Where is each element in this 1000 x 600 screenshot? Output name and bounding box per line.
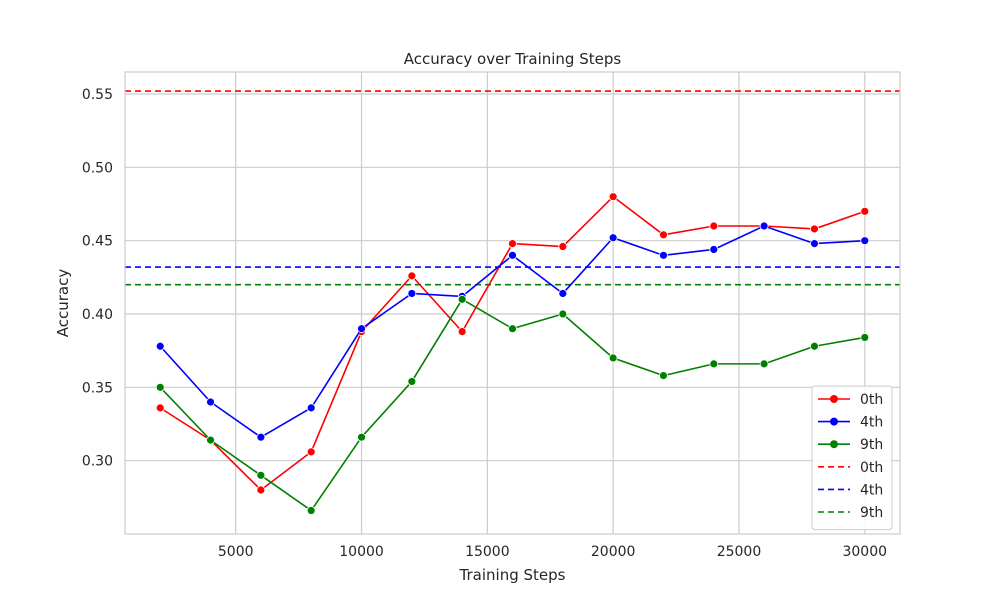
data-point-9th xyxy=(508,324,517,334)
data-point-4th xyxy=(256,432,266,442)
legend-marker-4th xyxy=(830,417,838,426)
data-point-0th xyxy=(256,485,266,495)
series-9th xyxy=(155,294,870,515)
reference-lines xyxy=(125,90,900,286)
data-point-4th xyxy=(860,236,870,246)
data-point-9th xyxy=(407,377,417,386)
data-point-9th xyxy=(155,382,165,392)
tick-labels: 5000 10000 15000 20000 25000 30000 0.30 0.35 0.4… xyxy=(82,87,887,560)
legend-label-9th: 9th xyxy=(860,505,883,521)
plot-frame xyxy=(124,71,901,535)
data-point-0th xyxy=(709,221,719,231)
data-point-4th xyxy=(558,289,568,298)
data-point-9th xyxy=(608,353,618,363)
legend-label-4th: 4th xyxy=(860,482,883,498)
y-tick-label: 0.40 xyxy=(82,307,113,323)
legend-label-0th: 0th xyxy=(860,460,883,476)
series-4th xyxy=(155,221,870,442)
y-tick-label: 0.45 xyxy=(82,234,113,250)
x-tick-label: 15000 xyxy=(465,544,510,560)
data-point-9th xyxy=(659,371,668,381)
x-tick-label: 20000 xyxy=(591,544,636,560)
x-tick-label: 30000 xyxy=(842,544,887,560)
data-point-0th xyxy=(860,206,870,216)
data-point-9th xyxy=(357,432,366,442)
data-point-4th xyxy=(306,403,316,413)
legend-marker-9th xyxy=(830,440,838,449)
y-tick-label: 0.35 xyxy=(82,380,113,396)
data-point-4th xyxy=(709,245,719,254)
y-tick-label: 0.55 xyxy=(82,87,113,103)
data-point-0th xyxy=(457,327,467,337)
data-point-9th xyxy=(457,294,467,304)
x-tick-label: 5000 xyxy=(218,544,254,560)
y-tick-label: 0.30 xyxy=(82,454,113,470)
data-point-9th xyxy=(759,359,769,369)
legend-label-0th: 0th xyxy=(860,392,883,408)
y-tick-label: 0.50 xyxy=(82,160,113,176)
data-point-4th xyxy=(155,341,165,351)
legend-label-9th: 9th xyxy=(860,437,883,453)
data-point-4th xyxy=(407,289,417,298)
data-point-0th xyxy=(608,192,618,202)
data-point-4th xyxy=(357,324,366,334)
x-axis-label: Training Steps xyxy=(459,566,566,584)
series-lines xyxy=(155,192,870,515)
data-point-0th xyxy=(155,403,165,413)
data-point-0th xyxy=(306,447,316,457)
y-axis-label: Accuracy xyxy=(54,269,72,338)
x-tick-label: 25000 xyxy=(717,544,762,560)
legend-marker-0th xyxy=(830,395,838,403)
data-point-9th xyxy=(256,470,266,480)
legend-label-4th: 4th xyxy=(860,415,883,431)
chart-title: Accuracy over Training Steps xyxy=(404,50,622,68)
data-point-0th xyxy=(558,242,568,251)
data-point-0th xyxy=(508,239,517,249)
x-tick-label: 10000 xyxy=(339,544,384,560)
data-point-0th xyxy=(810,224,819,234)
data-point-9th xyxy=(306,506,316,515)
data-point-4th xyxy=(508,250,517,260)
data-point-9th xyxy=(810,341,819,351)
data-point-4th xyxy=(759,221,769,231)
legend: 0th 4th 9th 0th 4th 9th xyxy=(811,385,893,531)
data-point-0th xyxy=(659,230,668,240)
data-point-4th xyxy=(659,250,668,260)
data-point-9th xyxy=(206,435,215,445)
data-point-4th xyxy=(206,397,215,407)
data-point-9th xyxy=(558,309,568,319)
data-point-4th xyxy=(608,233,618,243)
data-point-9th xyxy=(709,359,719,369)
data-point-4th xyxy=(810,239,819,249)
data-point-9th xyxy=(860,333,870,342)
data-point-0th xyxy=(407,271,417,281)
